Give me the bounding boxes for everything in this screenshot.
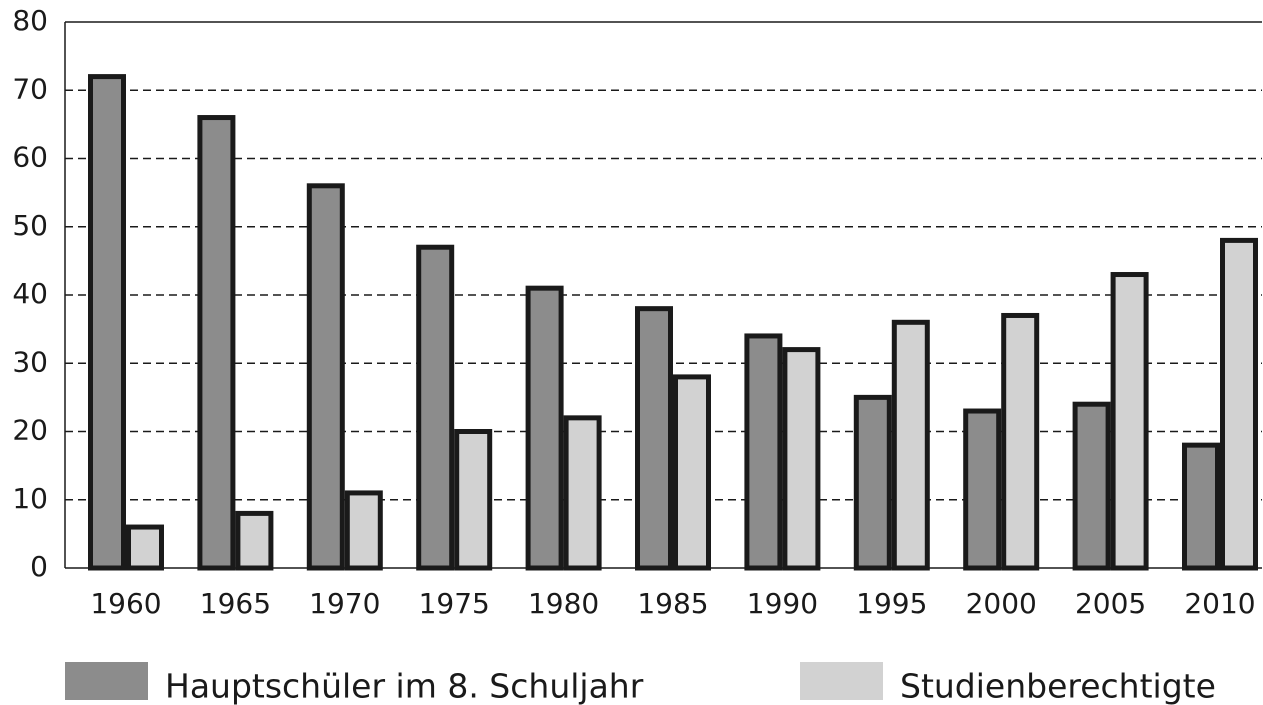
bar — [1220, 237, 1258, 571]
bar — [853, 394, 892, 571]
bar — [416, 244, 455, 571]
bar — [344, 490, 383, 571]
bar — [235, 510, 274, 571]
x-tick-label: 2010 — [1184, 587, 1255, 620]
x-tick-label: 1975 — [419, 587, 490, 620]
bar — [1072, 401, 1111, 571]
x-tick-label: 2005 — [1075, 587, 1146, 620]
x-tick-label: 1990 — [747, 587, 818, 620]
y-tick-label: 40 — [12, 277, 48, 310]
bar — [525, 285, 564, 571]
bar — [782, 347, 821, 571]
x-tick-label: 1965 — [200, 587, 271, 620]
bar — [88, 74, 126, 571]
bar — [891, 319, 930, 571]
x-tick-label: 1970 — [309, 587, 380, 620]
bar — [454, 429, 493, 571]
bar — [744, 333, 783, 571]
legend-swatch — [800, 662, 883, 700]
x-tick-label: 1980 — [528, 587, 599, 620]
y-tick-label: 20 — [12, 414, 48, 447]
bar — [963, 408, 1002, 571]
bar — [1182, 442, 1220, 571]
bar — [673, 374, 711, 571]
y-tick-label: 0 — [30, 550, 48, 583]
x-tick-label: 2000 — [966, 587, 1037, 620]
bar — [635, 306, 673, 571]
y-tick-label: 50 — [12, 209, 48, 242]
bar — [126, 524, 164, 571]
y-tick-label: 30 — [12, 345, 48, 378]
x-tick-label: 1985 — [637, 587, 708, 620]
legend-label: Studienberechtigte — [900, 667, 1216, 705]
x-tick-label: 1960 — [90, 587, 161, 620]
legend-label: Hauptschüler im 8. Schuljahr — [165, 667, 644, 705]
y-tick-label: 60 — [12, 141, 48, 174]
bar — [1001, 312, 1040, 571]
y-tick-label: 10 — [12, 482, 48, 515]
y-tick-label: 70 — [12, 72, 48, 105]
x-tick-label: 1995 — [856, 587, 927, 620]
bar — [563, 415, 602, 571]
legend-swatch — [65, 662, 148, 700]
bar — [197, 115, 236, 571]
bar — [1110, 272, 1149, 571]
bar — [306, 183, 345, 571]
y-tick-label: 80 — [12, 4, 48, 37]
